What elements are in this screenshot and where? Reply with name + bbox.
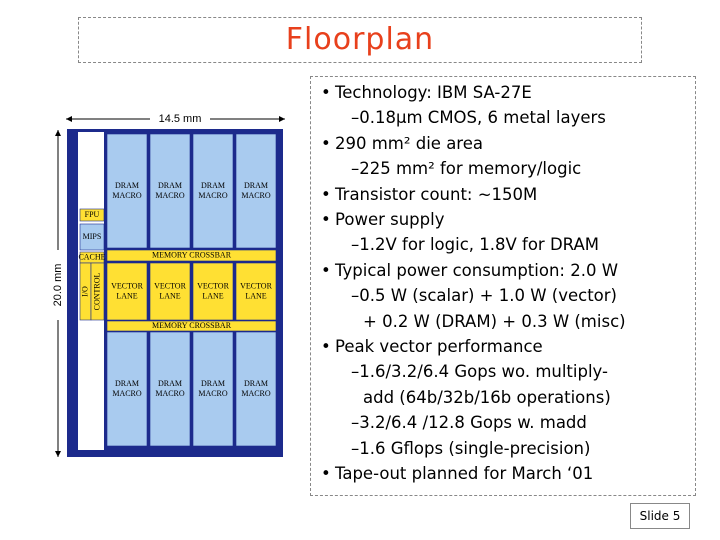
vector-lane: VECTOR LANE — [154, 281, 187, 300]
dram-macro-box — [106, 133, 148, 249]
sub-bullet-text: –1.6/3.2/6.4 Gops wo. multiply- — [351, 362, 608, 382]
mips-box — [79, 223, 105, 251]
dram-macro: DRAM MACRO — [112, 181, 142, 200]
sub-bullet: –3.2/6.4 /12.8 Gops w. madd — [311, 410, 695, 435]
bullet-text: Transistor count: ~150M — [335, 184, 538, 204]
crossbar: MEMORY CROSSBAR — [152, 321, 232, 330]
width-label: 14.5 mm — [159, 113, 202, 125]
sub-bullet-text: –225 mm² for memory/logic — [351, 159, 582, 179]
sub-bullet-text: add (64b/32b/16b operations) — [363, 387, 611, 407]
bullet: Transistor count: ~150M — [311, 182, 695, 207]
sub-bullet: –225 mm² for memory/logic — [311, 156, 695, 181]
sub-bullet: –0.18μm CMOS, 6 metal layers — [311, 105, 695, 130]
sub-bullet-text: –1.2V for logic, 1.8V for DRAM — [351, 235, 599, 255]
bullet-text: Technology: IBM SA-27E — [335, 83, 532, 102]
floorplan: 14.5 mm 20.0 mm DRAM MACRO DRAM MACRO VECTOR… — [51, 112, 285, 457]
sub-bullet-text: –0.5 W (scalar) + 1.0 W (vector) — [351, 286, 617, 306]
sub-bullet-text: –0.18μm CMOS, 6 metal layers — [351, 108, 606, 128]
dram-macro: DRAM MACRO — [112, 379, 142, 398]
sub-bullet-text: –3.2/6.4 /12.8 Gops w. madd — [351, 413, 587, 433]
bullet: Typical power consumption: 2.0 W — [311, 258, 695, 283]
crossbar-box — [106, 320, 277, 332]
sub-bullet: + 0.2 W (DRAM) + 0.3 W (misc) — [311, 309, 695, 334]
vector-lane-box — [106, 262, 148, 321]
dram-macro: DRAM MACRO — [198, 379, 228, 398]
control: CONTROL — [92, 273, 101, 311]
dram-macro-box — [149, 331, 191, 447]
bullet: Technology: IBM SA-27E — [311, 80, 695, 105]
fpu: FPU — [85, 210, 100, 219]
vector-lane: VECTOR LANE — [111, 281, 144, 300]
bullet: Peak vector performance — [311, 334, 695, 359]
fpu-box — [79, 208, 105, 222]
dram-macro-box — [192, 133, 234, 249]
bullet: 290 mm² die area — [311, 131, 695, 156]
dram-macro-box — [106, 331, 148, 447]
dram-macro-box — [235, 331, 277, 447]
bullet-text: Typical power consumption: 2.0 W — [335, 260, 619, 280]
vector-lane-box — [192, 262, 234, 321]
label-bg — [51, 250, 65, 320]
vector-lane-box — [235, 262, 277, 321]
sub-bullet-text: + 0.2 W (DRAM) + 0.3 W (misc) — [363, 311, 626, 331]
bullet: Tape-out planned for March ‘01 — [311, 461, 695, 486]
arrow-head — [55, 451, 61, 457]
arrow-head — [279, 116, 285, 122]
crossbar: MEMORY CROSSBAR — [152, 250, 232, 259]
bullet-text: Peak vector performance — [335, 337, 543, 357]
bullet: Power supply — [311, 207, 695, 232]
bullet-text: Power supply — [335, 210, 445, 230]
title-box: Floorplan — [78, 17, 642, 63]
vector-lane: VECTOR LANE — [240, 281, 273, 300]
text-box: Technology: IBM SA-27E –0.18μm CMOS, 6 me… — [310, 76, 696, 496]
dram-macro: DRAM MACRO — [241, 379, 271, 398]
label-bg — [150, 112, 210, 126]
mips: MIPS — [83, 232, 102, 241]
title: Floorplan — [285, 22, 435, 57]
slide-number: Slide 5 — [630, 503, 690, 529]
bullet-text: 290 mm² die area — [335, 133, 483, 153]
sub-bullet: –1.6 Gflops (single-precision) — [311, 436, 695, 461]
vector-lane-box — [149, 262, 191, 321]
sub-bullet-text: –1.6 Gflops (single-precision) — [351, 438, 591, 458]
dram-macro: DRAM MACRO — [241, 181, 271, 200]
crossbar-box — [106, 249, 277, 262]
cache: CACHE — [78, 252, 105, 261]
sub-bullet: add (64b/32b/16b operations) — [311, 385, 695, 410]
dram-macro: DRAM MACRO — [198, 181, 228, 200]
dram-macro-box — [192, 331, 234, 447]
sub-bullet: –0.5 W (scalar) + 1.0 W (vector) — [311, 283, 695, 308]
dram-macro: DRAM MACRO — [155, 379, 185, 398]
vector-lane: VECTOR LANE — [197, 281, 230, 300]
dram-macro-box — [149, 133, 191, 249]
height-label: 20.0 mm — [52, 264, 64, 307]
dram-macro: DRAM MACRO — [155, 181, 185, 200]
io: I/O — [80, 286, 89, 297]
sub-bullet: –1.6/3.2/6.4 Gops wo. multiply- — [311, 359, 695, 384]
sub-bullet: –1.2V for logic, 1.8V for DRAM — [311, 232, 695, 257]
bullet-text: Tape-out planned for March ‘01 — [335, 464, 594, 484]
arrow-head — [66, 116, 72, 122]
control-box — [90, 262, 105, 321]
arrow-head — [55, 130, 61, 136]
dram-macro-box — [235, 133, 277, 249]
